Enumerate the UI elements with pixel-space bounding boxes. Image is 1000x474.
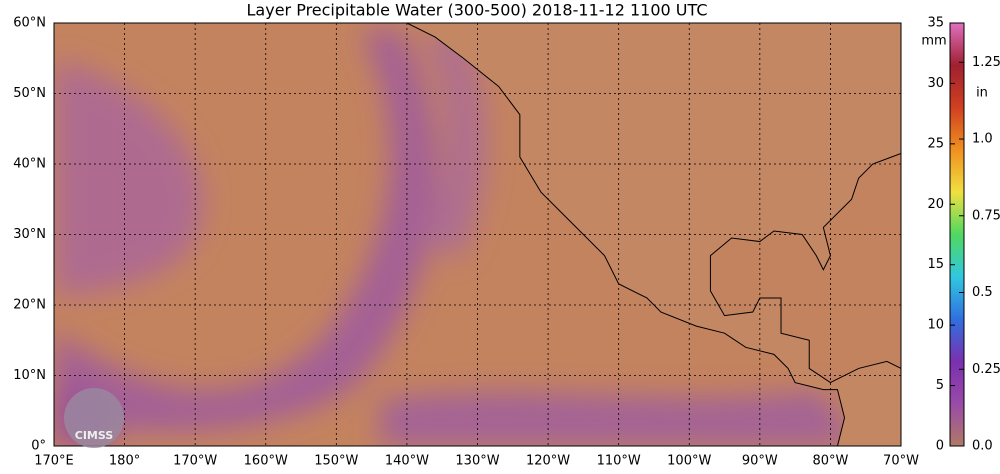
- colorbar-mm-label: 25: [927, 136, 944, 151]
- logo-text: CIMSS: [75, 429, 114, 442]
- longitude-label: 80°W: [812, 454, 848, 469]
- colorbar-in-label: 1.0: [972, 132, 993, 147]
- colorbar-unit-mm: mm: [921, 34, 946, 49]
- colorbar-mm-label: 10: [927, 318, 944, 333]
- colorbar-mm-label: 0: [936, 439, 944, 454]
- colorbar-unit-in: in: [976, 86, 988, 101]
- map-title: Layer Precipitable Water (300-500) 2018-…: [247, 1, 708, 20]
- longitude-label: 120°W: [526, 454, 570, 469]
- colorbar-in-label: 0.5: [972, 285, 993, 300]
- colorbar-mm-label: 20: [927, 197, 944, 212]
- longitude-label: 90°W: [742, 454, 778, 469]
- colorbar-in-label: 0.25: [972, 362, 1000, 377]
- longitude-label: 110°W: [597, 454, 641, 469]
- moisture-field: [54, 30, 860, 446]
- latitude-label: 0°: [31, 439, 46, 454]
- logo: CIMSS: [64, 388, 124, 448]
- latitude-label: 50°N: [13, 86, 46, 101]
- longitude-label: 150°W: [314, 454, 358, 469]
- latitude-label: 10°N: [13, 368, 46, 383]
- longitude-label: 100°W: [667, 454, 711, 469]
- longitude-label: 160°W: [244, 454, 288, 469]
- colorbar-in-label: 0.0: [972, 439, 993, 454]
- colorbar: [949, 22, 965, 447]
- longitude-label: 170°W: [173, 454, 217, 469]
- longitude-label: 170°E: [34, 454, 74, 469]
- longitude-label: 130°W: [455, 454, 499, 469]
- colorbar-mm-label: 15: [927, 257, 944, 272]
- latitude-label: 40°N: [13, 157, 46, 172]
- latitude-label: 60°N: [13, 16, 46, 31]
- longitude-label: 70°W: [883, 454, 919, 469]
- latitude-label: 20°N: [13, 298, 46, 313]
- latitude-label: 30°N: [13, 227, 46, 242]
- colorbar-mm-label: 30: [927, 76, 944, 91]
- longitude-label: 180°: [109, 454, 140, 469]
- colorbar-in-label: 1.25: [972, 55, 1000, 70]
- longitude-label: 140°W: [385, 454, 429, 469]
- colorbar-in-label: 0.75: [972, 208, 1000, 223]
- colorbar-mm-label: 5: [936, 378, 944, 393]
- coastline: [406, 23, 901, 446]
- colorbar-mm-label: 35: [927, 16, 944, 31]
